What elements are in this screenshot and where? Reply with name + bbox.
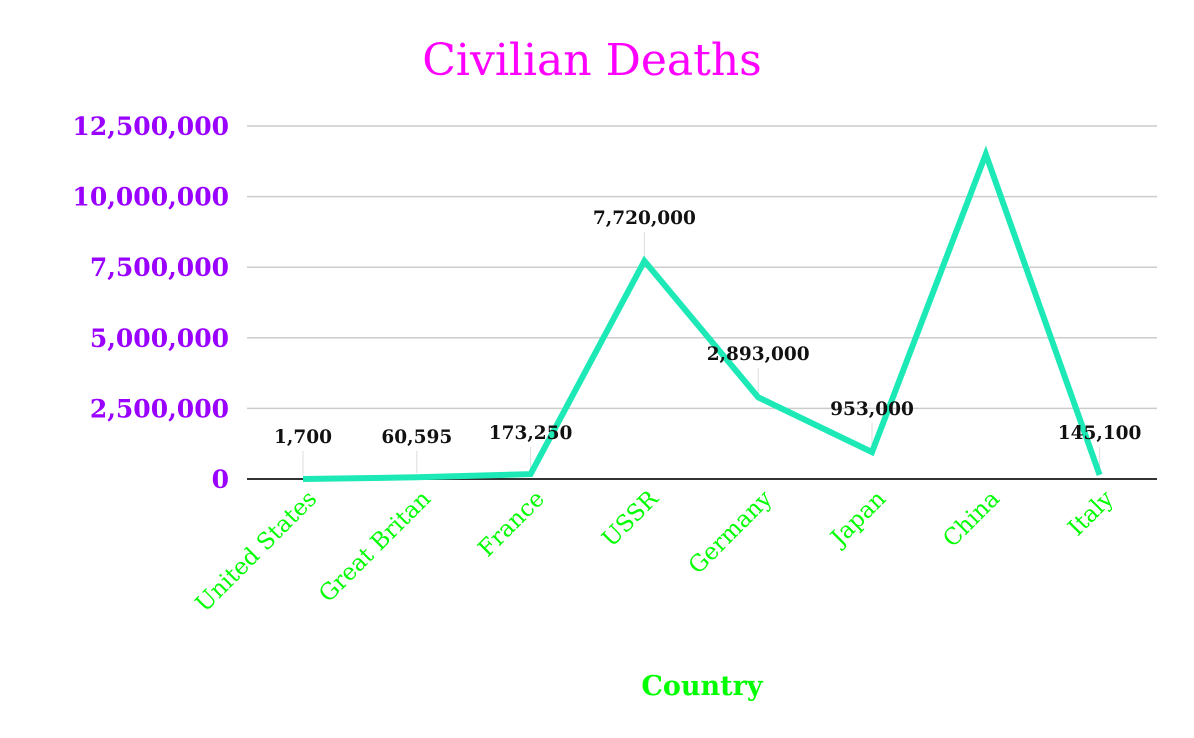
data-label: 7,720,000 xyxy=(593,208,696,229)
x-tick-label: France xyxy=(473,486,549,562)
y-tick-label: 7,500,000 xyxy=(90,253,229,282)
x-tick-label: Italy xyxy=(1063,486,1118,541)
y-axis-tick-labels: 0 2,500,000 5,000,000 7,500,000 10,000,000 12… xyxy=(72,112,229,494)
data-label: 60,595 xyxy=(381,427,452,448)
x-tick-label: China xyxy=(938,486,1005,553)
x-tick-label: USSR xyxy=(597,485,664,552)
x-axis-title: Country xyxy=(641,671,763,702)
gridlines xyxy=(247,125,1157,410)
data-label: 2,893,000 xyxy=(707,344,810,365)
x-tick-label: Great Britan xyxy=(314,486,436,608)
data-label: 1,700 xyxy=(274,427,332,448)
x-tick-label: Germany xyxy=(684,486,778,580)
y-tick-label: 2,500,000 xyxy=(90,394,229,423)
series-line xyxy=(302,145,1103,482)
y-tick-label: 10,000,000 xyxy=(72,183,229,212)
x-tick-label: United States xyxy=(191,486,322,617)
y-tick-label: 5,000,000 xyxy=(90,324,229,353)
y-tick-label: 12,500,000 xyxy=(72,112,229,141)
chart-title: Civilian Deaths xyxy=(422,35,762,86)
y-tick-label: 0 xyxy=(212,465,229,494)
x-tick-label: Japan xyxy=(825,486,892,553)
data-label: 145,100 xyxy=(1058,423,1142,444)
data-labels: 1,700 60,595 173,250 7,720,000 2,893,000 953,… xyxy=(274,208,1141,448)
data-label: 173,250 xyxy=(489,423,573,444)
data-label: 953,000 xyxy=(830,399,914,420)
